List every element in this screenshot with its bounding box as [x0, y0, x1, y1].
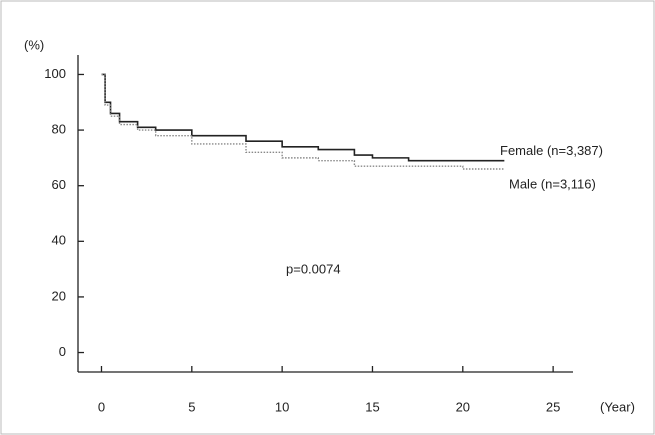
- legend-label: Male (n=3,116): [509, 176, 596, 191]
- legend-label: Female (n=3,387): [500, 143, 603, 158]
- y-tick-label: 40: [52, 233, 66, 248]
- y-tick-label: 100: [44, 66, 66, 81]
- x-tick-label: 0: [98, 399, 105, 414]
- x-tick-label: 20: [456, 399, 470, 414]
- y-tick-label: 80: [52, 122, 66, 137]
- x-tick-label: 10: [275, 399, 289, 414]
- x-tick-label: 15: [365, 399, 379, 414]
- annotation: p=0.0074: [286, 261, 341, 276]
- survival-curve: [101, 73, 505, 170]
- y-tick-label: 60: [52, 177, 66, 192]
- x-tick-label: 5: [188, 399, 195, 414]
- y-axis-label: (%): [24, 37, 44, 52]
- survival-curve: [101, 73, 505, 162]
- y-tick-label: 20: [52, 288, 66, 303]
- x-axis-label: (Year): [600, 399, 635, 414]
- y-tick-label: 0: [59, 344, 66, 359]
- x-tick-label: 25: [546, 399, 560, 414]
